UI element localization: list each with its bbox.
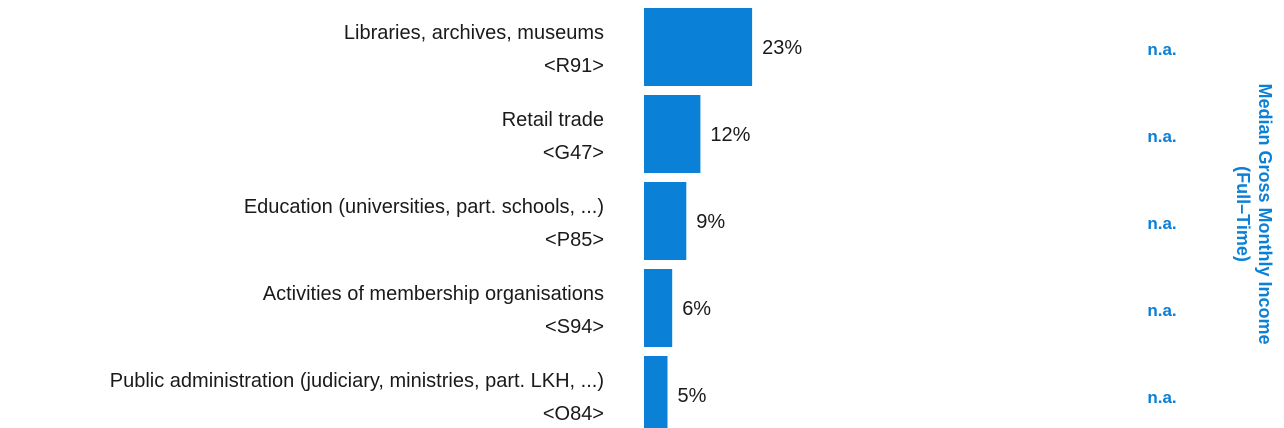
income-value: n.a.	[1147, 388, 1176, 407]
value-label: 6%	[682, 298, 711, 320]
bar	[644, 356, 668, 428]
category-label: Retail trade	[502, 109, 604, 131]
bar	[644, 95, 701, 173]
category-code: <O84>	[543, 403, 604, 425]
income-value: n.a.	[1147, 40, 1176, 59]
category-code: <R91>	[544, 55, 604, 77]
category-label: Activities of membership organisations	[263, 283, 604, 305]
bar	[644, 8, 753, 86]
value-label: 5%	[678, 385, 707, 407]
chart-row: Retail trade <G47> 12% n.a.	[502, 95, 1177, 173]
bar	[644, 182, 687, 260]
chart-row: Libraries, archives, museums <R91> 23% n.a.	[344, 8, 1177, 86]
chart-row: Public administration (judiciary, minist…	[110, 356, 1177, 428]
category-code: <P85>	[545, 229, 604, 251]
income-column-title-line: (Full–Time)	[1233, 166, 1253, 262]
category-label: Libraries, archives, museums	[344, 22, 604, 44]
income-column-title-line: Median Gross Monthly Income	[1255, 83, 1275, 344]
income-value: n.a.	[1147, 127, 1176, 146]
income-column-title: Median Gross Monthly Income(Full–Time)	[1233, 83, 1275, 344]
income-value: n.a.	[1147, 301, 1176, 320]
category-code: <G47>	[543, 142, 604, 164]
chart-rows: Libraries, archives, museums <R91> 23% n.a.…	[110, 8, 1177, 428]
category-code: <S94>	[545, 316, 604, 338]
category-label: Public administration (judiciary, minist…	[110, 370, 604, 392]
bar	[644, 269, 673, 347]
chart-row: Activities of membership organisations <S…	[263, 269, 1177, 347]
chart-row: Education (universities, part. schools, …	[244, 182, 1177, 260]
value-label: 12%	[710, 124, 750, 146]
value-label: 23%	[762, 37, 802, 59]
category-label: Education (universities, part. schools, …	[244, 196, 604, 218]
income-value: n.a.	[1147, 214, 1176, 233]
value-label: 9%	[696, 211, 725, 233]
